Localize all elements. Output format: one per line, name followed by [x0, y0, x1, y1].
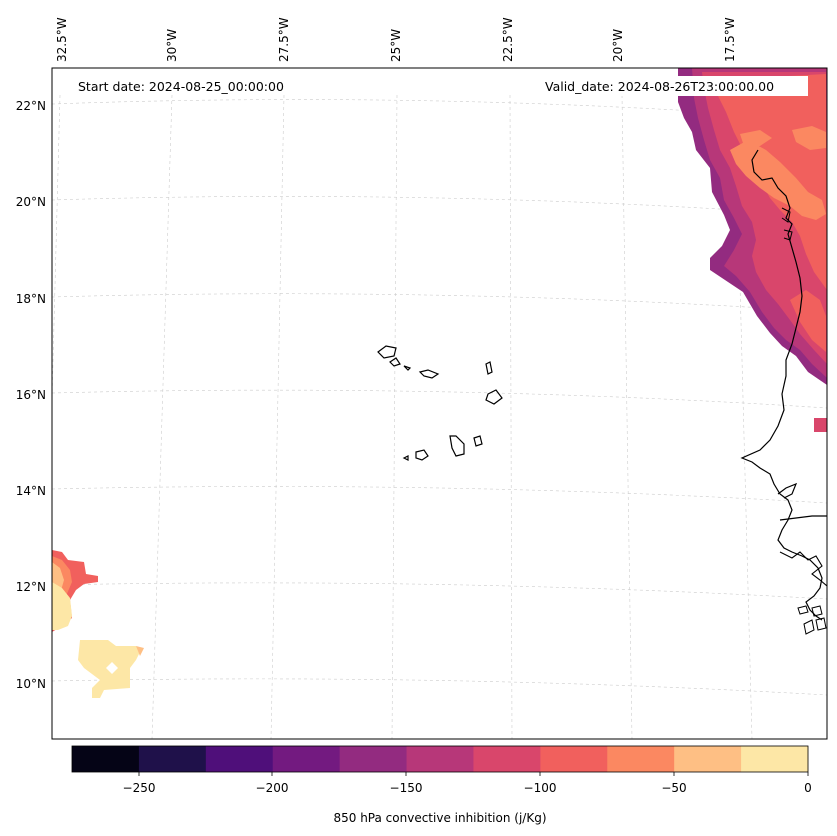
map-frame [51, 67, 828, 740]
cin-field-west [52, 550, 144, 698]
island-brava [402, 455, 409, 461]
colorbar-segment [741, 746, 809, 772]
gridline-lat-14n [52, 486, 827, 504]
gridline-lon-25w [391, 94, 398, 739]
gridline-lat-10n [52, 678, 827, 696]
guinea-bissau-coast [779, 551, 827, 587]
gridlines [52, 94, 827, 739]
island-boa-vista [485, 389, 503, 405]
colorbar-tick-label: −100 [524, 781, 557, 795]
gridline-lon-17-5w [734, 94, 753, 739]
coast-detail-2 [783, 229, 793, 241]
cin-level-minus50 [730, 140, 826, 220]
colorbar-segment [406, 746, 474, 772]
gridline-lat-16n [52, 389, 827, 409]
island-santa-luzia [403, 365, 412, 371]
colorbar-segment [72, 746, 140, 772]
colorbar: −250 −200 −150 −100 −50 0 850 hPa convec… [71, 745, 812, 825]
colorbar-tick-label: 0 [804, 781, 812, 795]
lat-tick-labels: 22°N 20°N 18°N 16°N 14°N 12°N 10°N [16, 99, 46, 691]
colorbar-segment [540, 746, 608, 772]
island-fogo [415, 449, 429, 461]
senegal-inlet [777, 482, 798, 499]
colorbar-segment [272, 746, 341, 772]
colorbar-tick-label: −250 [123, 781, 156, 795]
island-sal [485, 361, 493, 375]
island-santiago [449, 435, 465, 457]
lon-tick-label: 30°W [165, 29, 179, 62]
gridline-lat-18n [52, 293, 827, 313]
gambia-river [779, 515, 827, 521]
lon-tick-label: 22.5°W [501, 17, 515, 62]
gridline-lat-22n [52, 99, 827, 121]
gridline-lon-22-5w [509, 94, 513, 739]
colorbar-ticks [138, 772, 809, 776]
colorbar-segment [473, 746, 541, 772]
bijagos-island-4 [811, 605, 823, 617]
island-sao-vicente [389, 357, 401, 367]
island-sao-nicolau [418, 369, 440, 379]
colorbar-title: 850 hPa convective inhibition (j/Kg) [333, 811, 546, 825]
cape-verde-islands [377, 345, 503, 461]
cin-level-minus125-patch [814, 418, 827, 432]
lon-tick-label: 20°W [611, 29, 625, 62]
africa-coastline [740, 149, 823, 621]
lat-tick-label: 22°N [16, 99, 46, 113]
map-panel [51, 67, 828, 740]
gridline-lat-20n [52, 196, 827, 217]
lon-tick-label: 27.5°W [277, 17, 291, 62]
bijagos-island-1 [797, 605, 809, 615]
gridline-lon-32-5w [52, 94, 61, 401]
valid-date-label: Valid_date: 2024-08-26T23:00:00.00 [545, 79, 774, 94]
cin-level-minus75-lower [790, 290, 826, 352]
lon-tick-labels: 32.5°W 30°W 27.5°W 25°W 22.5°W 20°W 17.5… [55, 17, 737, 62]
start-date-label: Start date: 2024-08-25_00:00:00 [78, 79, 284, 94]
lat-tick-label: 12°N [16, 580, 46, 594]
gridline-lon-27-5w [270, 94, 285, 739]
colorbar-segment [339, 746, 408, 772]
lat-tick-label: 18°N [16, 292, 46, 306]
cin-level-minus50-b [740, 130, 772, 146]
gridline-lat-12n [52, 582, 827, 600]
map-background [52, 68, 827, 739]
coast-detail-1 [781, 207, 791, 223]
lat-tick-label: 10°N [16, 677, 46, 691]
island-maio [473, 435, 483, 447]
colorbar-segment [205, 746, 274, 772]
colorbar-segment [138, 746, 207, 772]
lat-tick-label: 20°N [16, 195, 46, 209]
bijagos-island-3 [815, 617, 827, 631]
cin-west-blob-hole [106, 662, 118, 674]
colorbar-segment [674, 746, 742, 772]
bijagos-island-2 [803, 619, 815, 635]
island-santo-antao [377, 345, 397, 359]
cin-west-blob-edge [136, 646, 144, 656]
colorbar-frame [71, 745, 809, 773]
colorbar-segments [72, 746, 809, 772]
gridline-lon-20w [621, 94, 633, 739]
cin-level-minus50-c [792, 126, 826, 150]
lat-tick-label: 14°N [16, 484, 46, 498]
lon-tick-label: 25°W [389, 29, 403, 62]
cin-west-0 [52, 582, 72, 630]
lon-tick-label: 17.5°W [723, 17, 737, 62]
colorbar-tick-label: −150 [390, 781, 423, 795]
lon-tick-label: 32.5°W [55, 17, 69, 62]
cin-field-east [678, 68, 827, 432]
gridline-lon-30w [151, 94, 173, 739]
lat-tick-label: 16°N [16, 388, 46, 402]
valid-date-box [540, 76, 808, 96]
colorbar-segment [607, 746, 675, 772]
colorbar-tick-label: −200 [256, 781, 289, 795]
colorbar-tick-label: −50 [661, 781, 686, 795]
